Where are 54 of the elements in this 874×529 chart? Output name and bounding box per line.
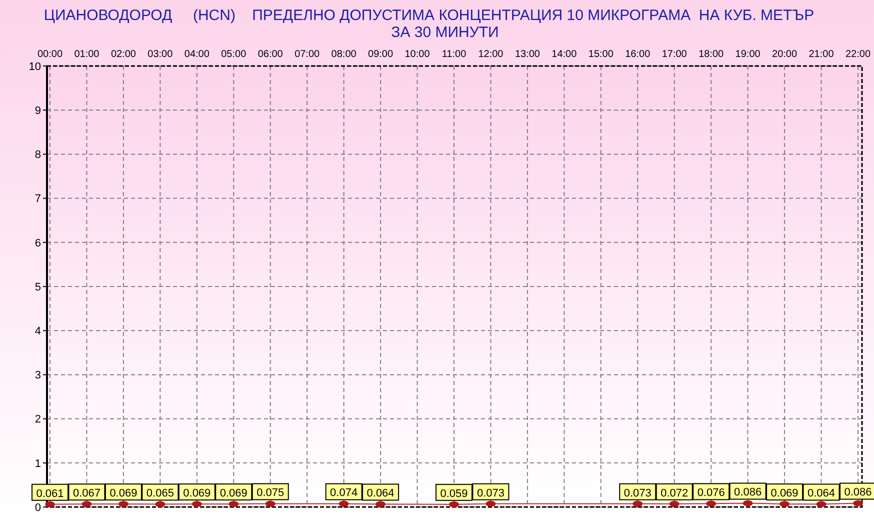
x-tick-label: 05:00: [221, 49, 247, 60]
data-label: 0.065: [146, 488, 174, 500]
y-tick-label: 6: [34, 237, 41, 250]
chart-subtitle: ЗА 30 МИНУТИ: [391, 24, 499, 41]
x-tick-label: 02:00: [110, 49, 136, 60]
y-tick-label: 9: [34, 104, 41, 117]
data-label: 0.069: [110, 487, 138, 500]
x-tick-label: 17:00: [662, 49, 688, 60]
x-tick-label: 09:00: [368, 49, 394, 60]
data-label: 0.086: [734, 486, 762, 499]
x-tick-label: 04:00: [184, 49, 210, 60]
data-label: 0.069: [183, 487, 211, 500]
y-tick-label: 8: [34, 149, 41, 162]
data-label: 0.067: [72, 488, 100, 500]
y-tick-label: 1: [34, 458, 41, 470]
x-tick-label: 06:00: [258, 49, 284, 60]
data-label: 0.076: [697, 487, 725, 500]
x-tick-label: 18:00: [698, 49, 724, 60]
x-tick-label: 15:00: [588, 49, 614, 60]
data-label: 0.074: [330, 487, 358, 500]
x-tick-label: 13:00: [514, 49, 540, 60]
x-tick-label: 20:00: [772, 49, 798, 60]
data-label: 0.069: [220, 487, 248, 500]
x-tick-label: 10:00: [404, 49, 430, 60]
y-tick-label: 0: [34, 502, 41, 514]
y-tick-label: 2: [34, 414, 41, 426]
y-tick-label: 10: [28, 60, 41, 73]
x-tick-label: 21:00: [808, 49, 834, 60]
x-tick-label: 16:00: [625, 49, 651, 60]
data-label: 0.064: [808, 488, 836, 500]
data-label: 0.061: [36, 488, 64, 500]
x-tick-label: 00:00: [37, 49, 63, 60]
y-tick-label: 4: [34, 325, 41, 338]
y-tick-label: 7: [34, 193, 41, 206]
x-tick-label: 08:00: [331, 49, 357, 60]
y-tick-label: 5: [34, 281, 41, 294]
data-label: 0.073: [476, 487, 504, 500]
x-tick-label: 14:00: [552, 49, 578, 60]
x-tick-label: 11:00: [442, 49, 467, 60]
chart-title: ЦИАНОВОДОРОД (HCN) ПРЕДЕЛНО ДОПУСТИМА КОНЦЕНТРАЦИЯ 10 МИКРОГРАМА НА КУБ. МЕТЪР: [44, 7, 814, 24]
data-label: 0.064: [366, 488, 394, 500]
data-label: 0.086: [844, 486, 872, 499]
x-tick-label: 12:00: [478, 49, 504, 60]
x-tick-label: 19:00: [735, 49, 761, 60]
data-label: 0.073: [624, 487, 652, 500]
y-tick-label: 3: [34, 370, 41, 382]
x-tick-label: 22:00: [845, 49, 871, 60]
x-tick-label: 03:00: [148, 49, 174, 60]
data-label: 0.075: [256, 487, 284, 500]
data-label: 0.069: [770, 487, 798, 500]
data-label: 0.059: [440, 488, 468, 500]
data-label: 0.072: [660, 487, 688, 500]
x-tick-label: 01:00: [74, 49, 100, 60]
x-tick-label: 07:00: [294, 49, 320, 60]
